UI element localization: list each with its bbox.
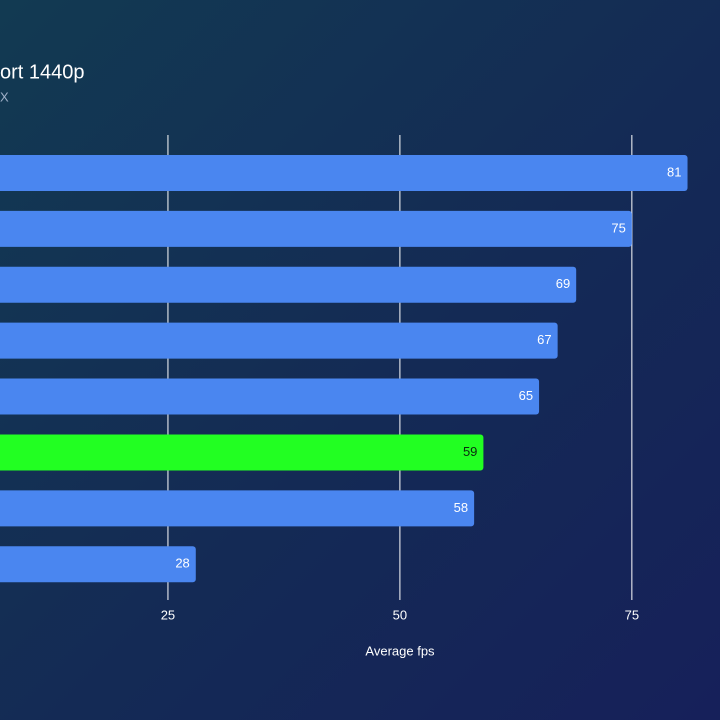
bar [0, 154, 688, 191]
x-axis-label: Average fps [365, 643, 435, 658]
value-label: 28 [175, 556, 189, 571]
bar [0, 546, 196, 583]
x-tick-label: 50 [393, 607, 407, 622]
value-label: 65 [519, 388, 533, 403]
value-label: 67 [537, 332, 551, 347]
value-label: 58 [454, 500, 468, 515]
x-tick-label: 75 [625, 607, 639, 622]
bar [0, 322, 558, 359]
chart-title: ort 1440p [0, 61, 85, 83]
bar [0, 378, 540, 415]
value-label: 69 [556, 276, 570, 291]
x-tick-label: 25 [161, 607, 175, 622]
value-label: 75 [611, 220, 625, 235]
bars: 81 75 69 67 65 59 58 28 [0, 154, 688, 583]
chart-subtitle: X [0, 89, 9, 104]
bar [0, 434, 484, 471]
value-label: 59 [463, 444, 477, 459]
bar [0, 210, 632, 247]
bar [0, 266, 577, 303]
value-label: 81 [667, 164, 681, 179]
bar [0, 490, 475, 527]
